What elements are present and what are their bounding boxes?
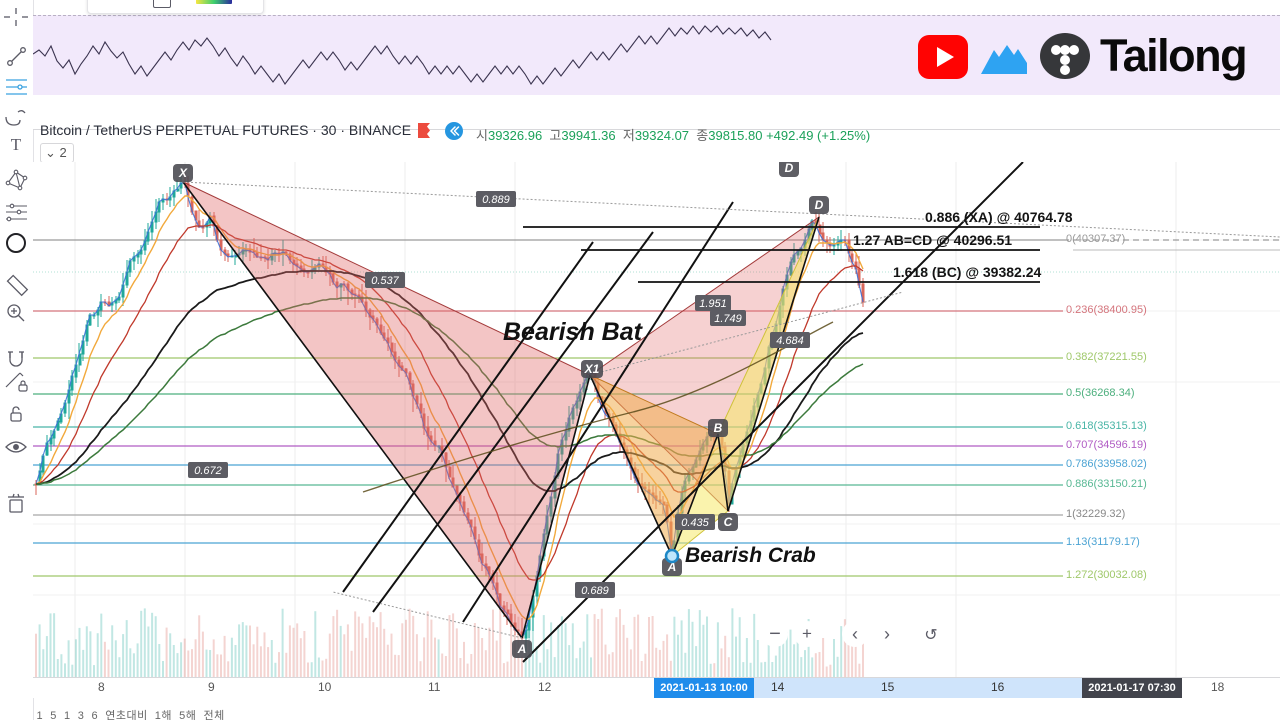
svg-text:A: A [517, 642, 527, 656]
svg-text:1.618 (BC) @ 39382.24: 1.618 (BC) @ 39382.24 [893, 264, 1042, 280]
svg-text:›: › [884, 624, 890, 644]
svg-text:B: B [714, 421, 723, 435]
svg-text:D: D [785, 162, 794, 175]
svg-text:0.537: 0.537 [371, 275, 399, 287]
svg-text:C: C [724, 515, 733, 529]
svg-text:4.684: 4.684 [776, 335, 804, 347]
svg-text:−: − [769, 623, 781, 645]
svg-text:D: D [815, 198, 824, 212]
svg-text:X: X [178, 166, 188, 180]
svg-text:‹: ‹ [852, 624, 858, 644]
svg-text:0.886 (XA) @ 40764.78: 0.886 (XA) @ 40764.78 [925, 209, 1073, 225]
svg-text:Bearish Crab: Bearish Crab [685, 544, 816, 567]
svg-text:X1: X1 [584, 362, 600, 376]
svg-text:Bearish Bat: Bearish Bat [503, 318, 644, 346]
svg-text:0.672: 0.672 [194, 465, 222, 477]
svg-text:1.749: 1.749 [714, 313, 742, 325]
svg-text:1.951: 1.951 [699, 298, 727, 310]
svg-text:+: + [802, 624, 812, 643]
svg-text:0.435: 0.435 [681, 517, 709, 529]
svg-text:↺: ↺ [924, 627, 937, 644]
svg-text:0.889: 0.889 [482, 194, 510, 206]
svg-text:0.689: 0.689 [581, 585, 609, 597]
svg-text:T: T [11, 135, 22, 154]
svg-text:1.27 AB=CD @ 40296.51: 1.27 AB=CD @ 40296.51 [853, 232, 1012, 248]
